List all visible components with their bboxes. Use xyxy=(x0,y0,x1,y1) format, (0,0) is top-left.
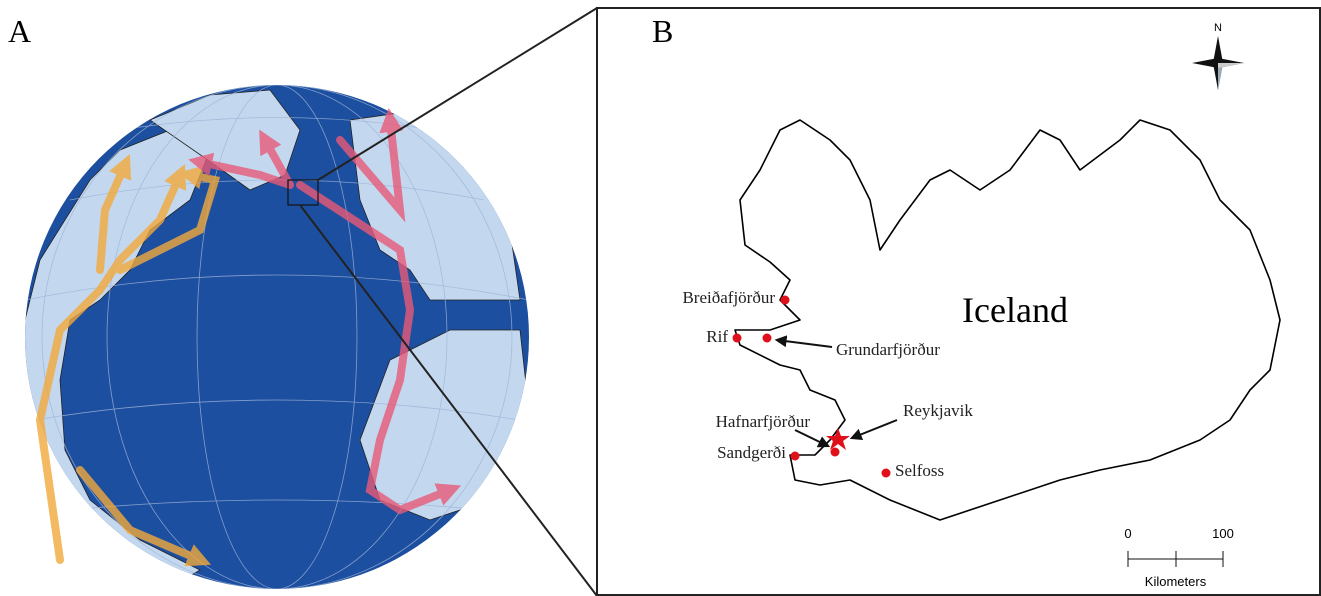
place-label: Rif xyxy=(706,327,728,346)
place-marker xyxy=(791,452,800,461)
scale-tick-label: 100 xyxy=(1212,526,1234,541)
panel-label: A xyxy=(8,13,31,49)
panel-label: B xyxy=(652,13,673,49)
place-marker xyxy=(781,296,790,305)
place-label: Sandgerði xyxy=(717,443,786,462)
globe xyxy=(20,85,530,596)
place-label: Reykjavik xyxy=(903,401,973,420)
place-marker xyxy=(733,334,742,343)
place-marker xyxy=(882,469,891,478)
place-marker xyxy=(763,334,772,343)
figure: A xyxy=(0,0,1321,596)
place-label: Hafnarfjörður xyxy=(716,412,811,431)
scale-unit: Kilometers xyxy=(1145,574,1207,589)
place-label: Grundarfjörður xyxy=(836,340,940,359)
scale-tick-label: 0 xyxy=(1124,526,1131,541)
place-label: Breiðafjörður xyxy=(682,288,775,307)
country-label: Iceland xyxy=(962,290,1068,330)
place-label: Selfoss xyxy=(895,461,944,480)
compass-label: N xyxy=(1214,22,1222,34)
place-marker xyxy=(831,448,840,457)
page: A xyxy=(0,0,1321,596)
